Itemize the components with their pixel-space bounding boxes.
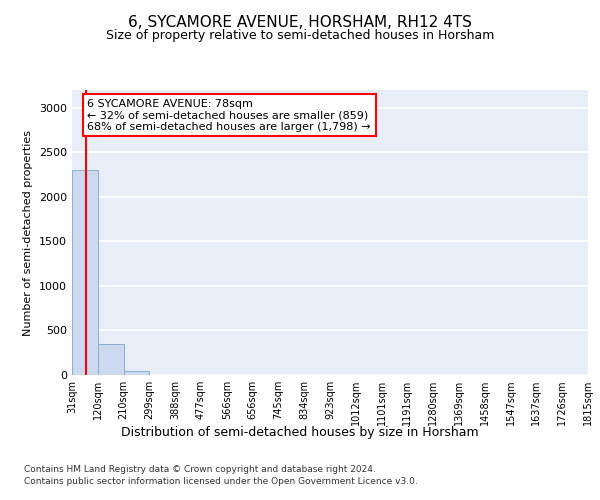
Text: 6 SYCAMORE AVENUE: 78sqm
← 32% of semi-detached houses are smaller (859)
68% of : 6 SYCAMORE AVENUE: 78sqm ← 32% of semi-d… (88, 98, 371, 132)
Y-axis label: Number of semi-detached properties: Number of semi-detached properties (23, 130, 34, 336)
Text: Contains public sector information licensed under the Open Government Licence v3: Contains public sector information licen… (24, 476, 418, 486)
Text: 6, SYCAMORE AVENUE, HORSHAM, RH12 4TS: 6, SYCAMORE AVENUE, HORSHAM, RH12 4TS (128, 15, 472, 30)
Bar (124, 370, 149, 375)
Text: Size of property relative to semi-detached houses in Horsham: Size of property relative to semi-detach… (106, 30, 494, 43)
Text: Contains HM Land Registry data © Crown copyright and database right 2024.: Contains HM Land Registry data © Crown c… (24, 464, 376, 473)
Bar (72, 170, 98, 375)
Text: Distribution of semi-detached houses by size in Horsham: Distribution of semi-detached houses by … (121, 426, 479, 439)
Bar (98, 344, 124, 375)
